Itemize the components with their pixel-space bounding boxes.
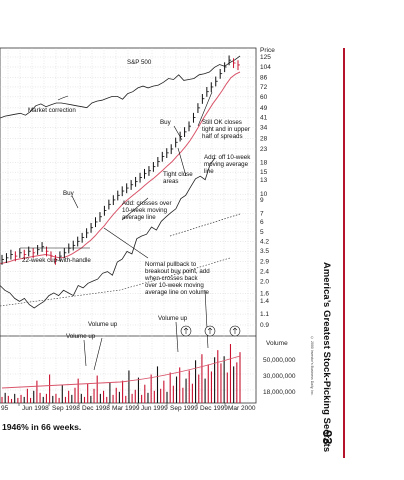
- price-tick-label: 1.4: [260, 298, 269, 305]
- date-tick-label: Mar 1999: [112, 405, 140, 412]
- sp500-series-path: [0, 55, 241, 119]
- add-off-ma-label: Add: off 10-week moving average line: [204, 154, 251, 175]
- volume-up-label: Volume up: [88, 321, 118, 328]
- date-tick-label: 95: [1, 405, 9, 412]
- price-tick-label: 3.5: [260, 248, 269, 255]
- ma-series-path: [0, 71, 241, 265]
- buy-label: Buy: [160, 119, 172, 126]
- up-arrow-icon: [207, 327, 213, 334]
- figure-caption: 1946% in 66 weeks.: [2, 422, 82, 432]
- date-tick-label: Jun 1999: [141, 405, 168, 412]
- price-tick-label: 28: [260, 135, 268, 142]
- sp500-line: [0, 55, 241, 119]
- price-axis-header: Price: [260, 47, 275, 54]
- volume-bars: [1, 344, 241, 403]
- price-tick-label: 2.4: [260, 269, 269, 276]
- add-crosses-label: Add: crosses over 10-week moving average l…: [122, 200, 172, 221]
- volume-tick-label: 30,000,000: [263, 373, 296, 380]
- buy-1-leader: [71, 195, 79, 209]
- price-tick-label: 34: [260, 125, 268, 132]
- volume-up-label: Volume up: [66, 333, 96, 340]
- up-arrow-icon: [183, 327, 189, 334]
- date-tick-label: Jun 1998: [22, 405, 49, 412]
- price-tick-label: 6: [260, 219, 264, 226]
- price-bars: [1, 55, 240, 265]
- date-tick-label: Sep 1998: [52, 405, 80, 412]
- date-tick-label: Mar 2000: [228, 405, 256, 412]
- still-ok-label: Still OK closes tight and in upper half of…: [202, 119, 250, 140]
- volume-axis-header: Volume: [266, 340, 288, 347]
- spine-accent-rule: [343, 48, 345, 458]
- price-tick-label: 10: [260, 191, 268, 198]
- annotation-leaders: [20, 91, 241, 371]
- price-tick-label: 7: [260, 211, 264, 218]
- price-tick-label: 86: [260, 74, 268, 81]
- volume-tick-label: 18,000,000: [263, 389, 296, 396]
- pullback-label: Normal pullback to breakout buy point, ad…: [144, 261, 210, 296]
- cup-with-handle-label: 22-week cup-with-handle: [22, 257, 91, 264]
- price-tick-label: 23: [260, 146, 268, 153]
- volume-up-1-leader: [93, 337, 103, 371]
- running-head-title: America’s Greatest Stock-Picking Secrets: [322, 262, 333, 453]
- price-tick-label: 104: [260, 64, 271, 71]
- price-tick-label: 72: [260, 84, 268, 91]
- chart-annotations: S&P 500 Market correction Buy Still OK clos…: [22, 59, 251, 340]
- price-tick-label: 13: [260, 177, 268, 184]
- price-tick-label: 18: [260, 159, 268, 166]
- price-tick-label: 49: [260, 105, 268, 112]
- price-tick-label: 2.9: [260, 258, 269, 265]
- date-tick-label: Sep 1999: [170, 405, 198, 412]
- volume-average-line: [1, 355, 241, 389]
- rs-series-path: [0, 157, 216, 309]
- volume-up-label: Volume up: [158, 315, 188, 322]
- moving-average-line: [0, 71, 241, 307]
- pullback-leader: [103, 227, 149, 259]
- add-crosses-leader: [121, 197, 149, 221]
- price-tick-label: 2.0: [260, 279, 269, 286]
- chart-grid: [0, 47, 257, 404]
- buy-2-leader: [173, 125, 183, 141]
- price-tick-label: 5: [260, 229, 264, 236]
- price-tick-label: 0.9: [260, 322, 269, 329]
- date-tick-label: Dec 1998: [82, 405, 110, 412]
- price-tick-label: 4.2: [260, 238, 269, 245]
- price-tick-label: 1.1: [260, 311, 269, 318]
- sp500-label: S&P 500: [127, 59, 152, 66]
- price-tick-label: 41: [260, 115, 268, 122]
- market-correction-label: Market correction: [28, 107, 76, 114]
- date-tick-label: Dec 1999: [200, 405, 228, 412]
- tight-close-label: Tight close areas: [163, 171, 193, 185]
- volume-up-3-leader: [175, 321, 179, 353]
- tight-close-leader: [177, 147, 187, 177]
- up-arrow-icon: [232, 327, 238, 334]
- still-ok-leader: [197, 91, 213, 127]
- copyright-notice: © 2000 Investor's Business Daily, Inc.: [310, 336, 314, 396]
- base-trend-line: [0, 257, 231, 307]
- price-tick-label: 9: [260, 197, 264, 204]
- volume-tick-label: 50,000,000: [263, 357, 296, 364]
- relative-strength-line: [0, 157, 216, 309]
- volume-up-3-leader-2: [204, 289, 209, 349]
- price-tick-label: 125: [260, 54, 271, 61]
- page-number: 93: [320, 430, 335, 445]
- buy-label: Buy: [63, 190, 75, 197]
- price-tick-label: 15: [260, 169, 268, 176]
- volume-up-2-leader: [83, 339, 87, 367]
- trend-line-dotted: [169, 213, 241, 237]
- price-tick-label: 60: [260, 94, 268, 101]
- market-correction-leader: [57, 95, 69, 101]
- price-tick-label: 1.6: [260, 291, 269, 298]
